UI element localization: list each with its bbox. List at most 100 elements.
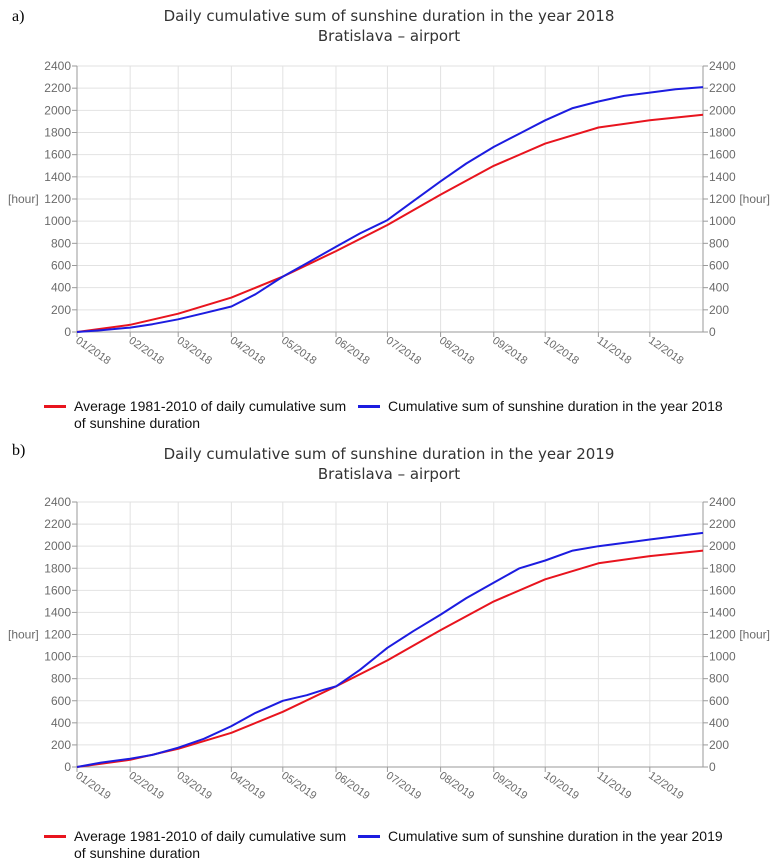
x-tick-label: 07/2018 xyxy=(384,335,423,368)
legend-label-current: Cumulative sum of sunshine duration in t… xyxy=(388,828,723,844)
series-line-current xyxy=(76,86,704,333)
x-tick-label: 11/2019 xyxy=(595,770,634,802)
y-tick-label-right: 2400 xyxy=(709,59,736,73)
y-axis-label-left: [hour] xyxy=(8,192,39,206)
legend-label-current: Cumulative sum of sunshine duration in t… xyxy=(388,398,723,414)
y-tick-label-left: 0 xyxy=(64,325,71,339)
x-tick-label: 11/2018 xyxy=(595,335,634,367)
y-tick-label-right: 800 xyxy=(709,236,729,250)
x-tick-label: 06/2018 xyxy=(332,335,371,368)
x-tick-label: 10/2019 xyxy=(541,770,580,803)
chart-panel-a: a) Daily cumulative sum of sunshine dura… xyxy=(0,7,778,434)
panel-label: a) xyxy=(12,8,25,25)
y-tick-label-left: 2400 xyxy=(44,495,71,509)
x-tick-label: 02/2019 xyxy=(126,770,165,803)
y-tick-label-right: 800 xyxy=(709,672,729,686)
y-tick-label-right: 600 xyxy=(709,694,729,708)
y-tick-label-right: 1200 xyxy=(709,192,736,206)
y-tick-label-left: 2200 xyxy=(44,517,71,531)
legend-label-average: Average 1981-2010 of daily cumulative su… xyxy=(74,398,347,431)
chart-subtitle: Bratislava – airport xyxy=(317,27,461,45)
x-tick-label: 03/2018 xyxy=(174,335,213,368)
y-tick-label-left: 200 xyxy=(51,738,71,752)
y-tick-label-left: 1400 xyxy=(44,170,71,184)
x-tick-label: 08/2019 xyxy=(437,770,476,803)
legend-swatch-average xyxy=(44,405,66,408)
y-tick-label-right: 1800 xyxy=(709,561,736,575)
x-tick-label: 04/2018 xyxy=(228,335,267,368)
y-tick-label-left: 1600 xyxy=(44,583,71,597)
legend-item-current[interactable]: Cumulative sum of sunshine duration in t… xyxy=(358,828,723,845)
chart-panel-b: b) Daily cumulative sum of sunshine dura… xyxy=(0,434,778,866)
panel-label: b) xyxy=(12,442,26,459)
y-tick-label-right: 1000 xyxy=(709,650,736,664)
y-tick-label-left: 400 xyxy=(51,281,71,295)
legend: Average 1981-2010 of daily cumulative su… xyxy=(0,828,778,864)
x-tick-label: 10/2018 xyxy=(541,335,580,368)
series-line-average xyxy=(76,549,704,768)
x-tick-label: 01/2018 xyxy=(73,335,112,368)
y-tick-label-left: 1800 xyxy=(44,126,71,140)
chart-plot-b: 0 0 200 200 400 400 600 600 800 800 1000 1000 1200 12… xyxy=(8,495,770,803)
y-tick-label-right: 2000 xyxy=(709,539,736,553)
x-tick-label: 07/2019 xyxy=(384,770,423,803)
y-tick-label-right: 2200 xyxy=(709,81,736,95)
legend: Average 1981-2010 of daily cumulative su… xyxy=(0,398,778,434)
y-tick-label-left: 200 xyxy=(51,303,71,317)
x-tick-label: 04/2019 xyxy=(228,770,267,803)
legend-item-average[interactable]: Average 1981-2010 of daily cumulative su… xyxy=(44,828,346,862)
y-tick-label-left: 0 xyxy=(64,760,71,774)
y-tick-label-right: 1600 xyxy=(709,148,736,162)
y-tick-label-left: 600 xyxy=(51,259,71,273)
y-tick-label-left: 1200 xyxy=(44,192,71,206)
legend-swatch-current xyxy=(358,405,380,408)
x-tick-label: 01/2019 xyxy=(73,770,112,803)
chart-subtitle: Bratislava – airport xyxy=(317,465,461,483)
y-tick-label-left: 1800 xyxy=(44,561,71,575)
y-tick-label-right: 600 xyxy=(709,259,729,273)
y-tick-label-left: 800 xyxy=(51,236,71,250)
legend-label-average: Average 1981-2010 of daily cumulative su… xyxy=(74,828,347,861)
y-tick-label-left: 1000 xyxy=(44,214,71,228)
series-line-average xyxy=(76,113,704,333)
x-tick-label: 09/2019 xyxy=(490,770,529,803)
y-tick-label-left: 1000 xyxy=(44,650,71,664)
y-tick-label-right: 2400 xyxy=(709,495,736,509)
chart-title: Daily cumulative sum of sunshine duratio… xyxy=(163,7,615,25)
y-tick-label-left: 800 xyxy=(51,672,71,686)
y-tick-label-left: 600 xyxy=(51,694,71,708)
chart-title: Daily cumulative sum of sunshine duratio… xyxy=(163,445,615,463)
y-tick-label-right: 1200 xyxy=(709,628,736,642)
y-axis-label-left: [hour] xyxy=(8,628,39,642)
y-tick-label-right: 2000 xyxy=(709,103,736,117)
y-axis-label-right: [hour] xyxy=(739,628,770,642)
y-tick-label-left: 2000 xyxy=(44,103,71,117)
y-tick-label-right: 1400 xyxy=(709,605,736,619)
x-tick-label: 02/2018 xyxy=(126,335,165,368)
x-tick-label: 05/2018 xyxy=(279,335,318,368)
legend-swatch-average xyxy=(44,835,66,838)
y-tick-label-left: 1600 xyxy=(44,148,71,162)
legend-swatch-current xyxy=(358,835,380,838)
y-tick-label-right: 0 xyxy=(709,760,716,774)
x-tick-label: 05/2019 xyxy=(279,770,318,803)
y-tick-label-right: 0 xyxy=(709,325,716,339)
y-tick-label-right: 1800 xyxy=(709,126,736,140)
y-tick-label-left: 2000 xyxy=(44,539,71,553)
x-tick-label: 06/2019 xyxy=(332,770,371,803)
legend-item-current[interactable]: Cumulative sum of sunshine duration in t… xyxy=(358,398,723,415)
y-tick-label-right: 200 xyxy=(709,738,729,752)
x-tick-label: 12/2019 xyxy=(646,770,685,803)
y-tick-label-left: 400 xyxy=(51,716,71,730)
x-tick-label: 03/2019 xyxy=(174,770,213,803)
chart-plot-a: 0 0 200 200 400 400 600 600 800 800 1000 1000 1200 12… xyxy=(8,59,770,368)
x-tick-label: 12/2018 xyxy=(646,335,685,368)
y-tick-label-right: 200 xyxy=(709,303,729,317)
x-tick-label: 09/2018 xyxy=(490,335,529,368)
y-tick-label-right: 400 xyxy=(709,281,729,295)
y-tick-label-right: 1400 xyxy=(709,170,736,184)
y-tick-label-right: 1000 xyxy=(709,214,736,228)
y-tick-label-right: 2200 xyxy=(709,517,736,531)
legend-item-average[interactable]: Average 1981-2010 of daily cumulative su… xyxy=(44,398,346,432)
y-tick-label-left: 1400 xyxy=(44,605,71,619)
